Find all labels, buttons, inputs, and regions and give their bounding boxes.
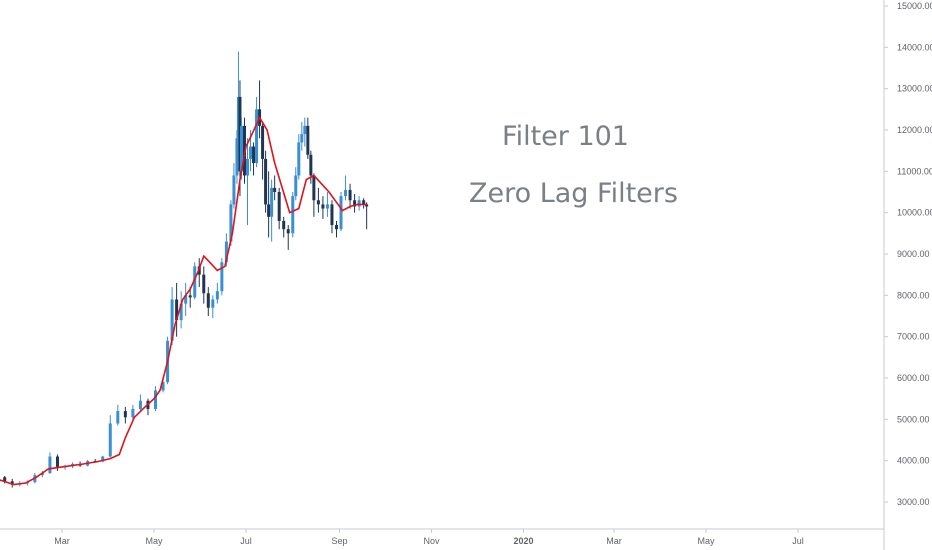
chart-title: Filter 101	[502, 121, 629, 152]
x-axis: Mar May Jul Sep Nov 2020 Mar May Jul	[54, 529, 804, 546]
candle-body	[300, 134, 304, 143]
y-tick-label: 10000.00	[897, 208, 932, 218]
candle-body	[235, 138, 239, 176]
candle-body	[294, 175, 298, 197]
candle-body	[229, 204, 233, 242]
candle-body	[10, 481, 14, 485]
candle-body	[330, 204, 334, 226]
candle-body	[131, 409, 135, 418]
x-tick-label: May	[697, 536, 715, 546]
y-tick-label: 3000.00	[897, 497, 930, 507]
candle-body	[261, 125, 265, 159]
y-tick-label: 11000.00	[897, 166, 932, 176]
candle-body	[316, 200, 320, 205]
candle-body	[325, 204, 329, 209]
candle-body	[224, 241, 228, 263]
candle-body	[312, 175, 316, 201]
candle-body	[239, 125, 243, 172]
candle-body	[246, 158, 250, 176]
candle-body	[206, 293, 210, 308]
y-tick-label: 9000.00	[897, 249, 930, 259]
candle-body	[175, 299, 179, 321]
candle-body	[154, 390, 158, 409]
candle-body	[344, 189, 348, 197]
candle-body	[238, 96, 242, 172]
y-tick-label: 4000.00	[897, 456, 930, 466]
candle-body	[48, 456, 52, 474]
candle-body	[362, 200, 366, 205]
y-tick-label: 5000.00	[897, 414, 930, 424]
x-tick-label: May	[145, 536, 163, 546]
y-tick-label: 14000.00	[897, 42, 932, 52]
x-tick-label: Jul	[240, 536, 252, 546]
candle-body	[116, 411, 120, 424]
x-tick-label: Mar	[606, 536, 622, 546]
candle-body	[334, 225, 338, 230]
candle-body	[277, 192, 281, 221]
y-tick-label: 15000.00	[897, 1, 932, 11]
candle-body	[123, 411, 127, 418]
candle-body	[101, 456, 105, 462]
candle-body	[232, 175, 236, 205]
x-tick-label: Mar	[54, 536, 70, 546]
candle-body	[179, 303, 183, 321]
y-tick-label: 6000.00	[897, 373, 930, 383]
candle-body	[252, 146, 256, 164]
candle-body	[3, 477, 7, 482]
y-tick-label: 7000.00	[897, 332, 930, 342]
candle-body	[170, 299, 174, 341]
candle-body	[188, 295, 192, 298]
candle-body	[321, 204, 325, 209]
y-tick-label: 8000.00	[897, 290, 930, 300]
candle-body	[270, 187, 274, 217]
filter-line	[0, 115, 367, 486]
candle-body	[108, 423, 112, 457]
candle-body	[211, 299, 215, 308]
candle-body	[357, 200, 361, 207]
candle-body	[306, 125, 310, 155]
y-axis: 3000.00 4000.00 5000.00 6000.00 7000.00 8000.…	[884, 1, 932, 507]
y-tick-label: 12000.00	[897, 125, 932, 135]
x-tick-label: Sep	[332, 536, 348, 546]
candle-body	[215, 291, 219, 300]
candle-body	[291, 196, 295, 234]
candle-body	[267, 204, 271, 217]
candle-body	[286, 229, 290, 234]
x-tick-label: Nov	[424, 536, 441, 546]
candle-body	[202, 274, 206, 294]
candle-body	[193, 266, 197, 298]
candle-body	[249, 146, 253, 159]
candle-body	[255, 109, 259, 164]
x-tick-label: Jul	[792, 536, 804, 546]
candle-body	[40, 473, 44, 476]
candle-body	[138, 400, 142, 409]
candle-body	[353, 200, 357, 207]
chart-subtitle: Zero Lag Filters	[469, 178, 678, 209]
candle-body	[184, 295, 188, 304]
candle-body	[282, 220, 286, 230]
candle-body	[273, 187, 277, 192]
candle-body	[309, 154, 313, 176]
candle-body	[365, 204, 369, 207]
candle-body	[55, 456, 59, 467]
candle-body	[339, 196, 343, 230]
x-tick-label: 2020	[513, 536, 533, 546]
candle-body	[303, 125, 307, 135]
candle-body	[220, 262, 224, 292]
candle-body	[161, 382, 165, 391]
y-tick-label: 13000.00	[897, 84, 932, 94]
candle-body	[264, 158, 268, 205]
candle-body	[236, 96, 240, 139]
candle-body	[297, 142, 301, 176]
candle-body	[348, 189, 352, 201]
